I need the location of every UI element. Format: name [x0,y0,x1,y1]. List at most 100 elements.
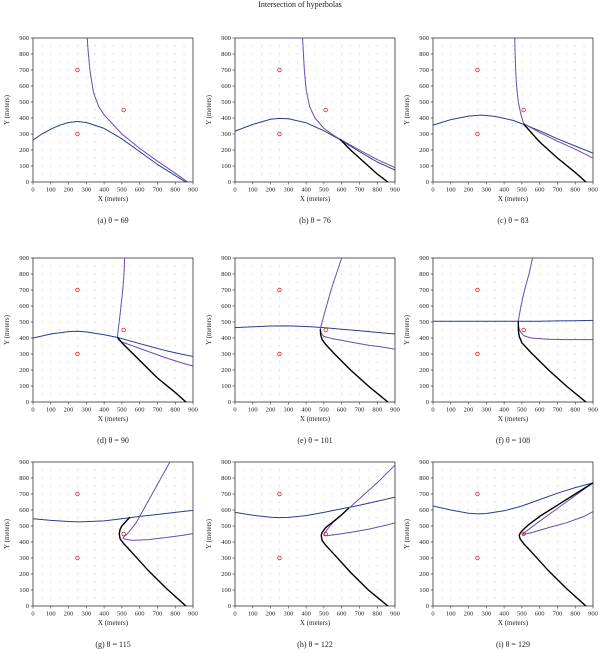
grid-dot [121,61,123,63]
grid-dot [174,477,176,479]
grid-dot [548,377,549,379]
grid-dot [512,149,514,151]
grid-dot [530,361,532,363]
grid-dot [521,549,523,551]
grid-dot [574,525,576,527]
grid-dot [68,345,69,347]
grid-dot [165,361,167,363]
grid-dot [121,173,123,175]
grid-dot [94,313,96,315]
grid-dot [59,101,61,103]
grid-dot [252,517,254,519]
grid-dot [485,101,487,103]
grid-dot [287,77,289,79]
grid-dot [139,141,141,143]
x-tick-label: 300 [81,187,91,194]
grid-dot [68,157,69,159]
grid-dot [359,265,360,267]
grid-dot [359,493,360,495]
grid-dot [565,581,567,583]
subplot-caption: (e) θ = 101 [297,436,332,445]
grid-dot [50,369,52,371]
grid-dot [130,141,132,143]
grid-dot [94,77,96,79]
grid-dot [341,157,343,159]
grid-dot [50,289,52,291]
grid-dot [121,493,123,495]
grid-dot [367,305,369,307]
grid-dot [367,109,369,111]
grid-dot [548,297,549,299]
grid-dot [165,557,167,559]
grid-dot [477,573,478,575]
grid-dot [341,305,343,307]
grid-dot [503,345,505,347]
grid-dot [512,85,514,87]
grid-dot [165,369,167,371]
grid-dot [77,45,78,47]
grid-dot [539,549,541,551]
grid-dot [441,133,443,135]
grid-dot [503,45,505,47]
grid-dot [512,281,514,283]
grid-dot [548,557,549,559]
grid-dot [468,477,469,479]
grid-dot [183,305,185,307]
grid-dot [243,289,245,291]
grid-dot [359,509,360,511]
grid-dot [243,165,245,167]
grid-dot [332,53,334,55]
grid-dot [583,281,585,283]
grid-dot [296,53,298,55]
grid-dot [183,53,185,55]
grid-dot [183,581,185,583]
grid-dot [332,93,334,95]
grid-dot [485,581,487,583]
grid-dot [341,525,343,527]
grid-dot [243,101,245,103]
grid-dot [287,549,289,551]
grid-dot [468,337,469,339]
grid-dot [450,141,452,143]
grid-dot [314,173,316,175]
grid-dot [50,329,52,331]
grid-dot [376,377,378,379]
grid-dot [261,281,263,283]
grid-dot [139,101,141,103]
grid-dot [148,289,149,291]
grid-dot [59,597,61,599]
series-line-2 [522,482,593,535]
grid-dot [350,289,351,291]
grid-dot [183,565,185,567]
grid-dot [50,477,52,479]
grid-dot [85,133,87,135]
grid-dot [59,501,61,503]
grid-dot [148,265,149,267]
grid-dot [341,297,343,299]
grid-dot [252,273,254,275]
grid-dot [450,289,452,291]
grid-dot [341,117,343,119]
grid-dot [243,125,245,127]
grid-dot [459,273,461,275]
grid-dot [376,93,378,95]
grid-dot [574,133,576,135]
grid-dot [539,589,541,591]
grid-dot [243,85,245,87]
grid-dot [359,313,360,315]
grid-dot [539,109,541,111]
grid-dot [512,173,514,175]
grid-dot [139,353,141,355]
grid-dot [279,321,280,323]
grid-dot [68,45,69,47]
grid-dot [367,117,369,119]
grid-dot [314,321,316,323]
grid-dot [165,45,167,47]
grid-dot [332,337,334,339]
grid-dot [385,393,387,395]
series-line-3 [523,123,587,182]
grid-dot [341,345,343,347]
grid-dot [103,337,105,339]
grid-dot [41,573,43,575]
grid-dot [157,549,158,551]
